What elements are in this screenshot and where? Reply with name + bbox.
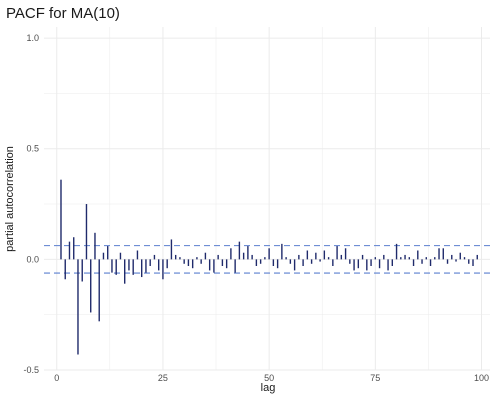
y-tick-label: 0.5 [26,144,39,154]
pacf-bars [60,179,478,355]
grid-lines [44,27,490,371]
x-tick-label: 100 [474,373,489,383]
x-tick-label: 25 [158,373,168,383]
y-tick-label: -0.5 [23,365,39,375]
x-tick-label: 50 [264,373,274,383]
y-axis-title: partial autocorrelation [4,146,16,252]
y-tick-label: 0.0 [26,254,39,264]
chart-title: PACF for MA(10) [6,5,120,22]
tick-labels: 0 25 50 75 100 -0.5 0.0 0.5 1.0 [23,33,489,383]
x-axis-title: lag [261,382,276,394]
x-tick-label: 0 [54,373,59,383]
x-tick-label: 75 [370,373,380,383]
y-tick-label: 1.0 [26,33,39,43]
confidence-bounds [44,245,490,274]
